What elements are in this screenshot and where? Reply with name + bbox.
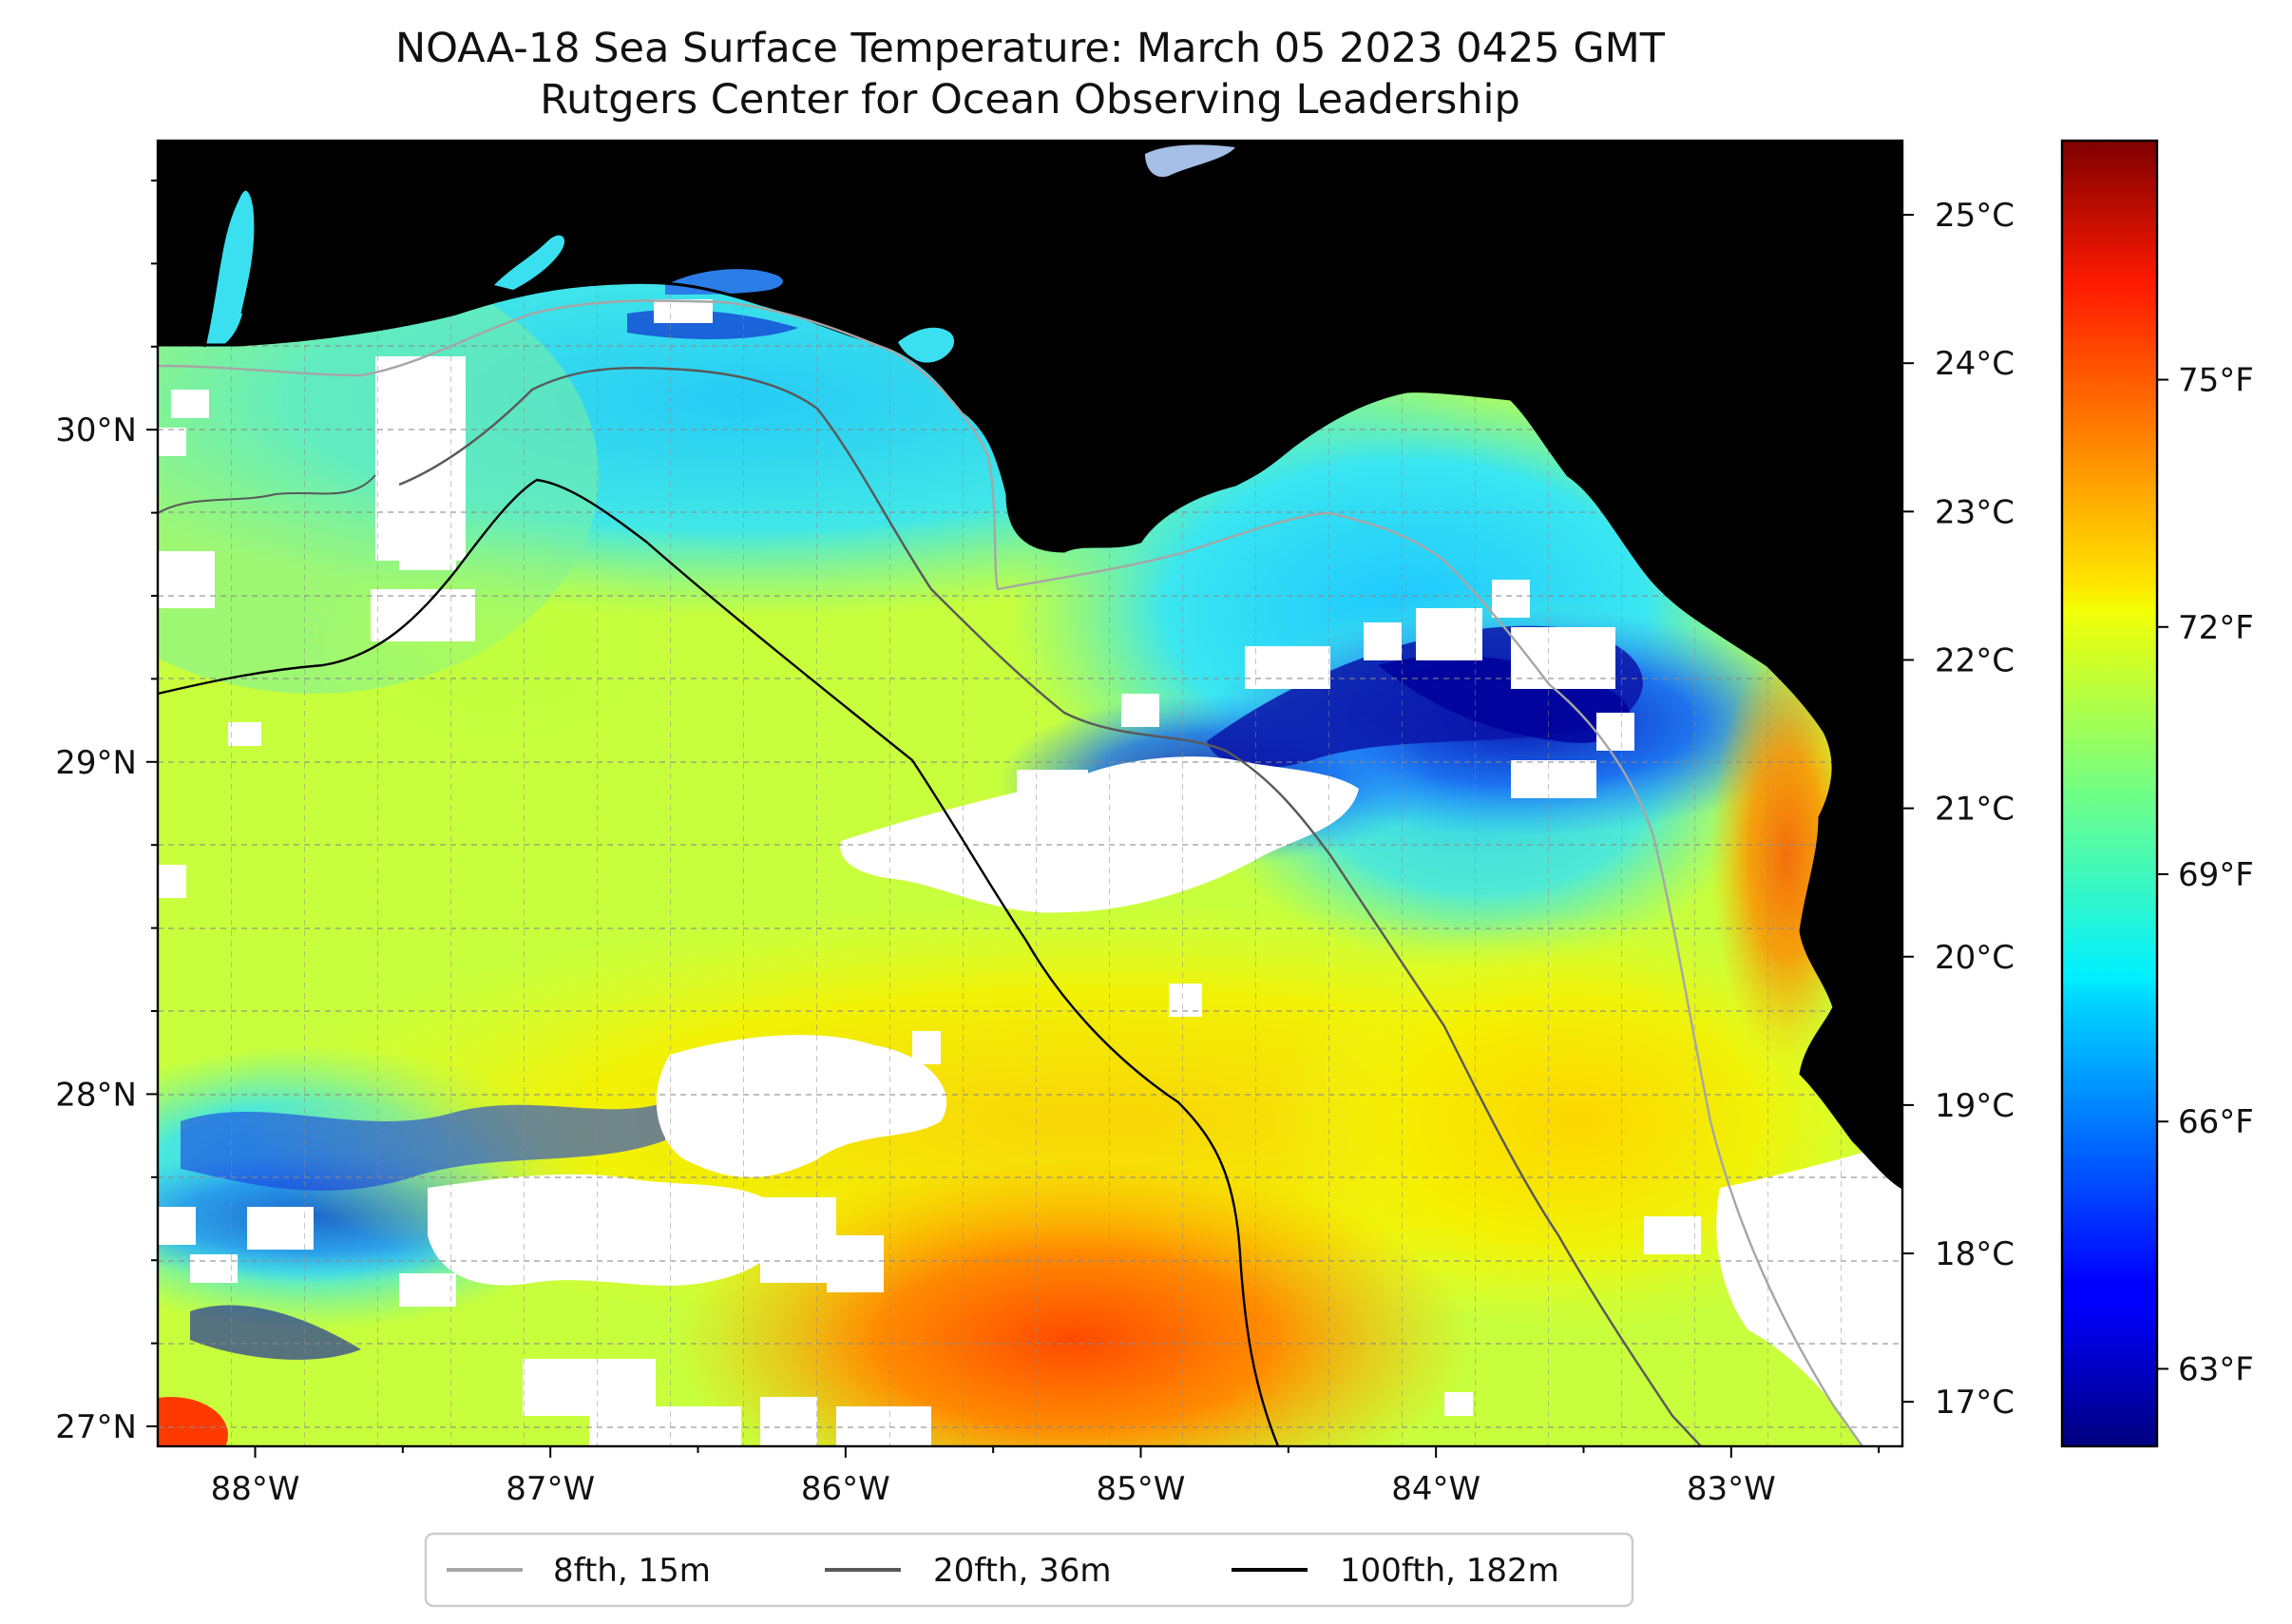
latitude-tick-labels: 30°N 29°N 28°N 27°N	[55, 411, 137, 1446]
map-frame	[156, 139, 1904, 1448]
legend-label-20fth: 20fth, 36m	[933, 1552, 1112, 1590]
chart-subtitle: Rutgers Center for Ocean Observing Leade…	[540, 76, 1520, 124]
legend-label-8fth: 8fth, 15m	[553, 1552, 711, 1590]
lat-tick-label: 28°N	[55, 1076, 137, 1114]
map-plot-area	[158, 141, 1902, 1446]
chart-title: NOAA-18 Sea Surface Temperature: March 0…	[395, 25, 1666, 72]
celsius-tick-label: 23°C	[1935, 493, 2015, 531]
lon-tick-label: 83°W	[1687, 1470, 1776, 1508]
isobath-20fth	[398, 367, 1702, 1446]
inland-lake	[1145, 144, 1235, 178]
st-andrew-bay-inlet	[898, 327, 955, 363]
fahrenheit-tick-label: 69°F	[2178, 856, 2254, 894]
fahrenheit-tick-label: 66°F	[2178, 1103, 2254, 1141]
colorbar-fahrenheit-ticks: 63°F 66°F 69°F 72°F 75°F	[2157, 362, 2254, 1388]
lon-tick-label: 84°W	[1391, 1470, 1480, 1508]
fahrenheit-tick-label: 72°F	[2178, 609, 2254, 647]
celsius-tick-label: 22°C	[1935, 641, 2015, 679]
celsius-tick-label: 20°C	[1935, 939, 2015, 977]
lon-tick-label: 88°W	[211, 1470, 300, 1508]
land-mass	[158, 141, 1902, 1188]
lon-tick-label: 86°W	[801, 1470, 890, 1508]
longitude-tick-labels: 88°W 87°W 86°W 85°W 84°W 83°W	[211, 1470, 1776, 1508]
isobath-20fth-west	[158, 474, 376, 514]
fahrenheit-tick-label: 75°F	[2178, 362, 2254, 400]
longitude-tick-marks	[254, 1446, 1881, 1458]
isobath-100fth	[158, 478, 1280, 1446]
latitude-tick-marks	[146, 179, 158, 1428]
lon-tick-label: 85°W	[1097, 1470, 1186, 1508]
fahrenheit-tick-label: 63°F	[2178, 1350, 2254, 1388]
celsius-tick-label: 24°C	[1935, 345, 2015, 383]
state-boundaries	[370, 141, 1902, 305]
isobath-legend: 8fth, 15m 20fth, 36m 100fth, 182m	[424, 1532, 1634, 1608]
pensacola-bay-inlet	[494, 235, 565, 290]
coastline	[158, 280, 1902, 1190]
coastline-mobile-bay	[202, 187, 258, 348]
legend-box	[424, 1532, 1634, 1608]
colorbar: 17°C 18°C 19°C 20°C 21°C 22°C 23°C 24°C 25°C 63°…	[1902, 139, 2254, 1448]
colorbar-celsius-ticks: 17°C 18°C 19°C 20°C 21°C 22°C 23°C 24°C 25°C	[1902, 197, 2015, 1422]
celsius-tick-label: 19°C	[1935, 1087, 2015, 1125]
isobath-8fth	[158, 299, 1863, 1446]
celsius-tick-label: 25°C	[1935, 197, 2015, 235]
lat-tick-label: 30°N	[55, 411, 137, 449]
celsius-tick-label: 18°C	[1935, 1235, 2015, 1273]
lon-tick-label: 87°W	[506, 1470, 595, 1508]
legend-label-100fth: 100fth, 182m	[1340, 1552, 1559, 1590]
celsius-tick-label: 17°C	[1935, 1384, 2015, 1422]
lat-tick-label: 27°N	[55, 1408, 137, 1446]
celsius-tick-label: 21°C	[1935, 791, 2015, 829]
lat-tick-label: 29°N	[55, 744, 137, 782]
colorbar-gradient	[2060, 139, 2159, 1448]
